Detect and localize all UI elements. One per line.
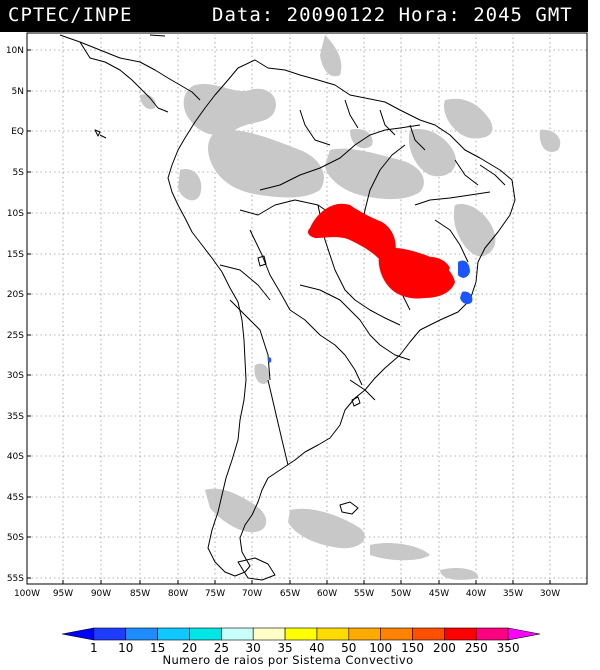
- colorbar-label: 1: [90, 641, 98, 655]
- latitude-label: 5S: [13, 168, 25, 178]
- colorbar-swatch: [284, 627, 318, 641]
- south-america-coastline: [167, 59, 516, 577]
- latitude-label: EQ: [11, 127, 24, 137]
- longitude-label: 90W: [91, 589, 111, 599]
- longitude-labels: 100W 95W 90W 85W 80W 75W 70W 65W 60W 55W 50W 45W 40W…: [14, 580, 560, 599]
- colorbar-swatch: [221, 627, 254, 641]
- map-header: CPTEC/INPE Data: 20090122 Hora: 2045 GMT: [0, 0, 588, 32]
- longitude-label: 80W: [168, 589, 188, 599]
- latitude-label: 15S: [7, 250, 24, 260]
- latitude-label: 40S: [7, 452, 24, 462]
- latitude-labels: 10N 5N EQ 5S 10S 15S 20S 25S 30S 35S 40S 45S 50S 55S: [6, 46, 31, 584]
- colorbar-label: 35: [277, 641, 292, 655]
- graticule: [27, 33, 587, 584]
- latitude-label: 25S: [7, 331, 24, 341]
- latitude-label: 35S: [7, 412, 24, 422]
- colorbar-swatch: [157, 627, 190, 641]
- colorbar-swatch: [348, 627, 381, 641]
- colorbar-swatch: [61, 627, 95, 641]
- colorbar-swatch: [316, 627, 350, 641]
- longitude-label: 45W: [429, 589, 449, 599]
- colorbar-label: 25: [214, 641, 229, 655]
- colorbar-label: 250: [465, 641, 488, 655]
- colorbar-swatch: [507, 627, 541, 641]
- longitude-label: 30W: [540, 589, 560, 599]
- agency-label: CPTEC/INPE: [8, 4, 133, 26]
- latitude-label: 50S: [7, 533, 24, 543]
- colorbar-label: 10: [118, 641, 133, 655]
- longitude-label: 100W: [14, 589, 40, 599]
- colorbar-swatch: [93, 627, 127, 641]
- lightning-cluster-main: [307, 203, 455, 299]
- colorbar-label: 30: [246, 641, 261, 655]
- colorbar-label: 40: [309, 641, 324, 655]
- colorbar-label: 20: [182, 641, 197, 655]
- latitude-label: 55S: [7, 574, 24, 584]
- longitude-label: 85W: [130, 589, 150, 599]
- latitude-label: 5N: [12, 87, 24, 97]
- colorbar-label: 350: [497, 641, 520, 655]
- lightning-cluster-low: [267, 260, 473, 363]
- colorbar: [61, 627, 541, 641]
- latitude-label: 45S: [7, 493, 24, 503]
- longitude-label: 65W: [280, 589, 300, 599]
- longitude-label: 60W: [317, 589, 337, 599]
- longitude-label: 50W: [391, 589, 411, 599]
- colorbar-swatch: [444, 627, 477, 641]
- colorbar-swatch: [475, 627, 509, 641]
- latitude-label: 10S: [7, 209, 24, 219]
- longitude-label: 40W: [466, 589, 486, 599]
- latitude-label: 20S: [7, 290, 24, 300]
- colorbar-swatch: [252, 627, 286, 641]
- latitude-label: 10N: [6, 46, 24, 56]
- colorbar-swatch: [412, 627, 445, 641]
- colorbar-swatch: [189, 627, 222, 641]
- colorbar-label: 50: [341, 641, 356, 655]
- longitude-label: 70W: [242, 589, 262, 599]
- map-frame: [26, 32, 588, 585]
- colorbar-label: 100: [369, 641, 392, 655]
- longitude-label: 55W: [354, 589, 374, 599]
- longitude-label: 95W: [53, 589, 73, 599]
- colorbar-label: 200: [433, 641, 456, 655]
- longitude-label: 75W: [205, 589, 225, 599]
- colorbar-label: 150: [401, 641, 424, 655]
- longitude-label: 35W: [503, 589, 523, 599]
- colorbar-swatch: [380, 627, 413, 641]
- colorbar-label: 15: [150, 641, 165, 655]
- colorbar-labels: 1 10 15 20 25 30 35 40 50 100 150 200 250 350: [90, 641, 520, 655]
- latitude-label: 30S: [7, 371, 24, 381]
- datetime-label: Data: 20090122 Hora: 2045 GMT: [212, 4, 573, 26]
- colorbar-swatch: [125, 627, 158, 641]
- cloud-cover-layer: [140, 35, 561, 580]
- colorbar-title: Numero de raios por Sistema Convectivo: [162, 653, 413, 667]
